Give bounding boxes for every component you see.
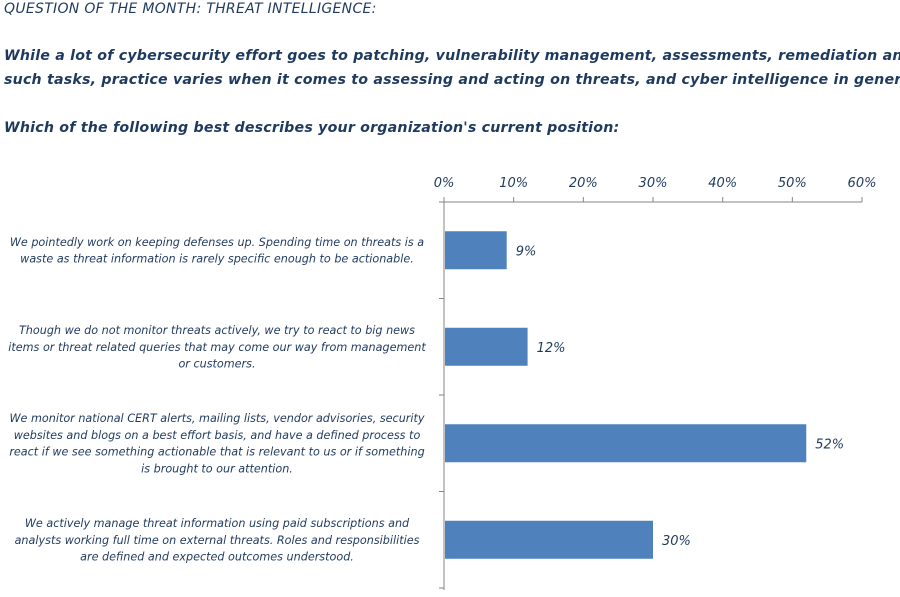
category-label-line: react if we see something actionable tha…: [9, 446, 424, 459]
intro-text-line-1: While a lot of cybersecurity effort goes…: [4, 48, 900, 64]
category-label-line: items or threat related queries that may…: [8, 341, 426, 354]
bar-data-label: 12%: [537, 341, 566, 356]
x-tick-label: 0%: [434, 176, 455, 191]
category-label-line: We monitor national CERT alerts, mailing…: [10, 412, 425, 425]
survey-question: Which of the following best describes yo…: [4, 120, 620, 136]
bar: [445, 424, 807, 463]
category-label: We pointedly work on keeping defenses up…: [10, 236, 424, 266]
bar-data-label: 52%: [815, 437, 844, 452]
category-label-line: We pointedly work on keeping defenses up…: [10, 236, 424, 249]
category-label-line: We actively manage threat information us…: [25, 517, 410, 530]
bar: [445, 327, 528, 366]
category-label: We monitor national CERT alerts, mailing…: [9, 412, 425, 475]
category-label-line: Though we do not monitor threats activel…: [19, 324, 415, 337]
category-label-line: or customers.: [178, 357, 255, 370]
x-tick-label: 10%: [499, 176, 528, 191]
category-label-line: are defined and expected outcomes unders…: [80, 550, 354, 563]
x-tick-label: 50%: [778, 176, 807, 191]
bar-data-label: 9%: [516, 244, 537, 259]
page-title: QUESTION OF THE MONTH: THREAT INTELLIGEN…: [4, 1, 377, 17]
x-tick-label: 30%: [639, 176, 668, 191]
category-label-line: waste as threat information is rarely sp…: [20, 253, 414, 266]
x-tick-label: 60%: [848, 176, 877, 191]
x-tick-label: 20%: [569, 176, 598, 191]
intro-text-line-2: such tasks, practice varies when it come…: [4, 72, 900, 88]
category-label: We actively manage threat information us…: [15, 517, 420, 563]
bar: [445, 231, 507, 270]
bar: [445, 520, 653, 559]
category-label-line: websites and blogs on a best effort basi…: [14, 429, 421, 442]
category-label-line: is brought to our attention.: [141, 462, 293, 475]
bar-data-label: 30%: [662, 534, 691, 549]
x-tick-label: 40%: [708, 176, 737, 191]
category-label: Though we do not monitor threats activel…: [8, 324, 426, 370]
category-label-line: analysts working full time on external t…: [15, 534, 420, 547]
